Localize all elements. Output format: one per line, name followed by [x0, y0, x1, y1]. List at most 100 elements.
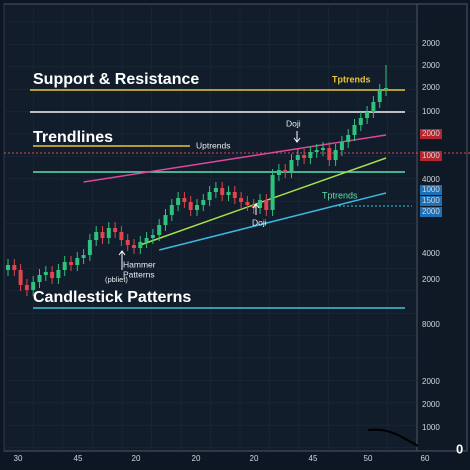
- right-axis-label: 1000: [422, 185, 440, 194]
- candle-body: [371, 102, 376, 112]
- axis-label-bg: [420, 207, 442, 217]
- axis-labels: 2000200020001000200010004000100015002000…: [14, 39, 464, 463]
- annotation: Doji: [252, 217, 267, 227]
- candle-body: [169, 205, 174, 215]
- candle-body: [321, 148, 325, 150]
- levels: [4, 89, 470, 309]
- right-axis-label: 2000: [422, 61, 440, 70]
- right-axis-label: 2000: [422, 83, 440, 92]
- candle-body: [239, 198, 244, 202]
- candle-body: [138, 242, 143, 248]
- candle-body: [377, 90, 382, 102]
- candle-body: [289, 160, 294, 172]
- annotation: Patterns: [123, 269, 155, 279]
- candle-body: [31, 282, 36, 290]
- candle-body: [176, 198, 181, 205]
- arrow-head: [118, 250, 126, 256]
- grid: [3, 4, 417, 451]
- candle-body: [43, 272, 48, 275]
- candle-body: [276, 170, 281, 175]
- candle-body: [365, 112, 370, 118]
- candle-body: [188, 202, 193, 210]
- candle-body: [24, 285, 29, 290]
- decoration: [367, 428, 419, 447]
- candle-body: [163, 215, 168, 225]
- annotation: Uptrends: [196, 140, 231, 150]
- candle-body: [150, 235, 155, 238]
- candle-body: [308, 152, 313, 158]
- axis-label-bg: [420, 129, 442, 139]
- annotation: Candlestick Patterns: [33, 289, 191, 306]
- candle-body: [56, 270, 61, 278]
- candle-body: [283, 170, 288, 172]
- candle-body: [195, 205, 199, 210]
- annotation: Hammer: [123, 259, 156, 269]
- bottom-axis-label: 20: [250, 454, 259, 463]
- bottom-axis-label: 50: [364, 454, 373, 463]
- candle-body: [226, 192, 231, 195]
- bottom-axis-label: 60: [421, 454, 430, 463]
- trendlines: [83, 134, 387, 251]
- candle-body: [245, 202, 250, 205]
- arrow-head: [252, 203, 260, 209]
- bottom-axis-label: 45: [74, 454, 83, 463]
- candles: [6, 65, 388, 296]
- axis-label-bg: [420, 196, 442, 206]
- arrow-head: [293, 137, 301, 143]
- candle-body: [327, 148, 332, 160]
- right-axis-label: 8000: [422, 320, 440, 329]
- candle-body: [132, 245, 136, 248]
- annotation: Tptrends: [332, 74, 371, 84]
- trendline: [83, 134, 387, 183]
- right-axis-label: 1500: [422, 196, 440, 205]
- right-axis-label: 4000: [422, 175, 440, 184]
- candle-body: [69, 262, 73, 265]
- right-axis-label: 2000: [422, 400, 440, 409]
- candle-body: [352, 125, 357, 135]
- right-axis-label: 2000: [422, 129, 440, 138]
- candle-body: [87, 240, 92, 255]
- right-axis-label: 2000: [422, 377, 440, 386]
- annotation: Tptrends: [322, 190, 358, 200]
- bottom-axis-label: 45: [309, 454, 318, 463]
- bottom-axis-label: 20: [192, 454, 201, 463]
- candle-body: [119, 232, 124, 240]
- candle-body: [106, 228, 111, 238]
- annotation: Support & Resistance: [33, 71, 199, 88]
- right-axis-label: 2000: [422, 39, 440, 48]
- candle-body: [384, 88, 388, 90]
- candle-body: [295, 155, 300, 160]
- candle-body: [346, 135, 351, 142]
- candle-body: [6, 265, 10, 270]
- candle-body: [100, 232, 105, 238]
- candle-body: [302, 155, 307, 158]
- candle-body: [232, 192, 237, 198]
- candle-body: [12, 265, 17, 270]
- candle-body: [339, 142, 344, 150]
- trendline: [140, 157, 387, 246]
- right-axis-label: 1000: [422, 423, 440, 432]
- candle-body: [201, 200, 206, 205]
- right-axis: [416, 3, 468, 452]
- candle-body: [314, 150, 319, 152]
- candle-body: [81, 255, 86, 258]
- right-axis-label: 1000: [422, 107, 440, 116]
- candle-body: [358, 118, 363, 125]
- candle-body: [113, 228, 118, 232]
- candle-body: [62, 262, 67, 270]
- candle-body: [50, 272, 55, 278]
- candle-body: [94, 232, 99, 240]
- right-axis-label: 4000: [422, 249, 440, 258]
- candle-body: [182, 198, 187, 202]
- candle-body: [75, 258, 80, 265]
- annotation: Trendlines: [33, 129, 113, 146]
- candle-body: [18, 270, 23, 285]
- candle-body: [207, 192, 212, 200]
- candle-body: [213, 188, 218, 192]
- bottom-axis-label: 30: [14, 454, 23, 463]
- annotation: Doji: [286, 118, 301, 128]
- candle-body: [264, 200, 269, 210]
- candle-body: [37, 275, 42, 282]
- annotation: (pbliet): [105, 275, 128, 284]
